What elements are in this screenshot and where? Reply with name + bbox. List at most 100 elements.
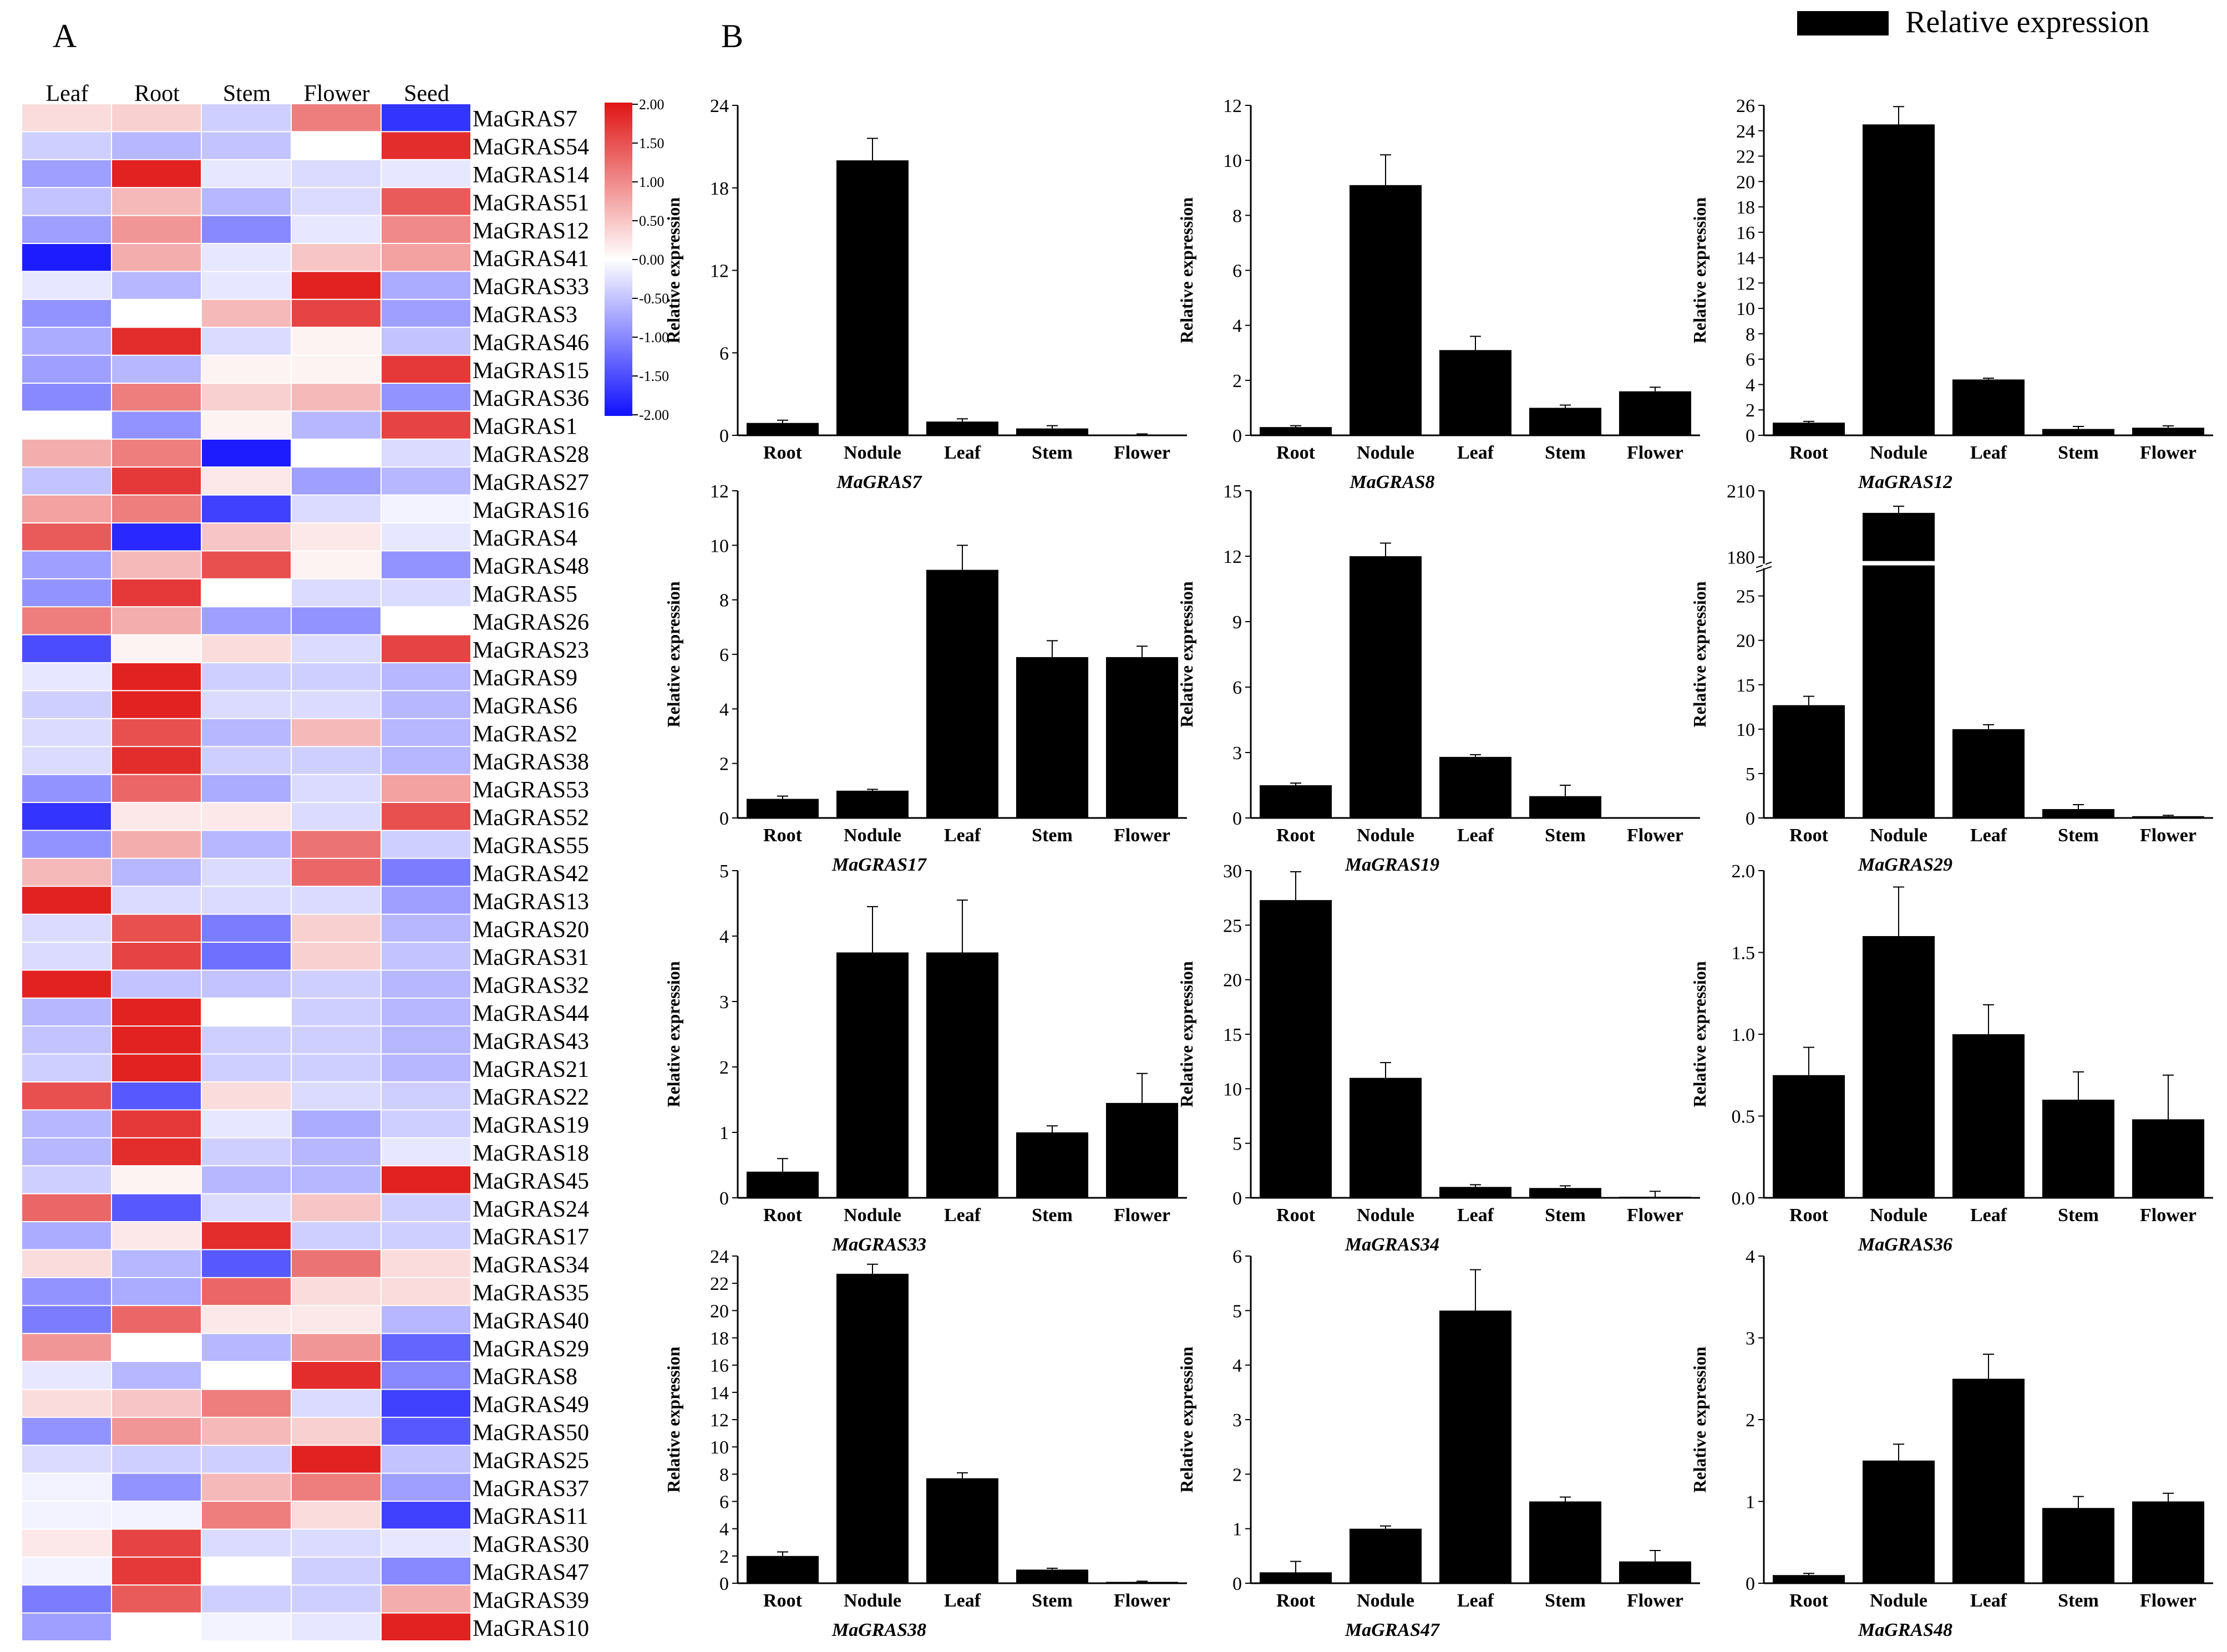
heatmap-cell <box>22 775 111 802</box>
colorbar-tick-label: 0.50 <box>639 213 664 229</box>
heatmap-row-label: MaGRAS42 <box>473 861 589 887</box>
x-tick-label: Nodule <box>844 443 901 463</box>
heatmap-row-label: MaGRAS22 <box>473 1085 589 1110</box>
heatmap-cell <box>112 1306 201 1333</box>
heatmap-cell <box>202 1138 291 1166</box>
bar-chart-magras19: 0 3 6 9 12 15 Relative expression Root Nodule Lea… <box>1176 481 1700 875</box>
x-tick-label: Flower <box>1627 825 1683 846</box>
heatmap-cell <box>292 1082 381 1110</box>
chart-title: MaGRAS7 <box>836 472 922 492</box>
heatmap-row-label: MaGRAS25 <box>473 1448 589 1473</box>
heatmap-cell <box>292 663 381 690</box>
heatmap-cell <box>22 747 111 774</box>
x-tick-label: Root <box>763 825 803 846</box>
heatmap-cell <box>292 1446 381 1473</box>
x-tick-label: Root <box>1276 443 1316 463</box>
heatmap-cell <box>112 1417 201 1445</box>
colorbar-tick-label: -1.50 <box>639 368 669 384</box>
x-tick-label: Flower <box>2140 825 2196 846</box>
bar-chart-magras33: 0 1 2 3 4 5 Relative expression Root Nodule Leaf S… <box>663 861 1187 1255</box>
bar <box>926 570 998 818</box>
heatmap-cell <box>202 1082 291 1110</box>
heatmap-row-label: MaGRAS28 <box>473 442 589 467</box>
heatmap-cell <box>22 272 111 299</box>
x-tick-label: Leaf <box>944 825 981 846</box>
x-tick-label: Stem <box>2058 443 2099 463</box>
y-tick-label: 1.5 <box>1732 943 1756 964</box>
heatmap-cell <box>112 411 201 439</box>
heatmap-cell <box>202 579 291 607</box>
heatmap-cell <box>22 1278 111 1305</box>
heatmap-cell <box>202 803 291 830</box>
heatmap-cell <box>112 719 201 746</box>
y-tick-label: 5 <box>1746 764 1755 785</box>
chart-title: MaGRAS29 <box>1858 855 1952 875</box>
heatmap-cell <box>292 272 381 299</box>
x-tick-label: Flower <box>1114 443 1170 463</box>
heatmap-row-label: MaGRAS43 <box>473 1029 589 1054</box>
bar <box>1952 1034 2025 1198</box>
y-tick-label: 22 <box>710 1274 729 1294</box>
heatmap-cell <box>382 467 470 495</box>
heatmap-row-label: MaGRAS16 <box>473 498 589 523</box>
heatmap-cell <box>292 1110 381 1137</box>
heatmap-cell <box>22 328 111 355</box>
bar <box>2132 1119 2204 1198</box>
x-tick-label: Root <box>1789 443 1829 463</box>
heatmap-cell <box>292 998 381 1026</box>
heatmap-cell <box>382 272 470 299</box>
y-tick-label: 4 <box>719 699 729 720</box>
heatmap-cell <box>292 1557 381 1585</box>
bar-break-gap <box>1861 561 1936 566</box>
bar <box>1016 1569 1088 1583</box>
heatmap-cell <box>292 1054 381 1081</box>
legend-label: Relative expression <box>1905 5 2149 39</box>
heatmap-cell <box>382 775 470 802</box>
heatmap-cell <box>292 551 381 578</box>
heatmap-row-label: MaGRAS47 <box>473 1560 589 1585</box>
y-tick-label: 5 <box>1232 1301 1242 1321</box>
heatmap-cell <box>382 411 470 439</box>
heatmap-cell <box>22 1166 111 1193</box>
heatmap-cell <box>112 1166 201 1193</box>
heatmap-cell <box>202 635 291 662</box>
chart-title: MaGRAS47 <box>1345 1620 1440 1640</box>
heatmap-row-label: MaGRAS34 <box>473 1253 589 1278</box>
heatmap-cell <box>382 1446 470 1473</box>
y-tick-label: 0 <box>1232 809 1242 829</box>
bar <box>1016 428 1088 435</box>
y-tick-label: 4 <box>719 1519 729 1540</box>
y-tick-label: 16 <box>710 1356 729 1376</box>
bar-chart-magras36: 0.0 0.5 1.0 1.5 2.0 Relative expression Root No… <box>1690 861 2213 1255</box>
heatmap-cell <box>292 1194 381 1221</box>
x-tick-label: Stem <box>2058 1590 2099 1611</box>
heatmap-row-label: MaGRAS33 <box>473 275 589 300</box>
heatmap-cell <box>292 1390 381 1417</box>
heatmap-cell <box>112 495 201 522</box>
heatmap-cell <box>202 1417 291 1445</box>
heatmap-cell <box>202 607 291 634</box>
heatmap-cell <box>292 104 381 131</box>
heatmap-cell <box>112 104 201 131</box>
heatmap-row-label: MaGRAS39 <box>473 1588 589 1613</box>
colorbar-tick-label: -2.00 <box>639 407 669 423</box>
heatmap-cell <box>292 1362 381 1389</box>
y-tick-label: 3 <box>1746 1329 1755 1349</box>
heatmap-cell <box>382 495 470 522</box>
y-tick-label: 6 <box>1232 1247 1242 1267</box>
heatmap-cell <box>22 1082 111 1110</box>
heatmap-cell <box>382 858 470 886</box>
x-tick-label: Root <box>1789 825 1829 846</box>
y-axis-label: Relative expression <box>1176 1346 1196 1493</box>
heatmap-cell <box>382 831 470 858</box>
heatmap-cell <box>202 132 291 159</box>
x-tick-label: Nodule <box>1870 443 1927 463</box>
y-tick-label: 2 <box>719 1547 729 1567</box>
heatmap-cell <box>202 523 291 551</box>
bar <box>1952 729 2025 818</box>
heatmap-cell <box>22 495 111 522</box>
heatmap-row-label: MaGRAS53 <box>473 777 589 803</box>
heatmap-cell <box>22 1390 111 1417</box>
chart-title: MaGRAS48 <box>1858 1620 1952 1640</box>
y-tick-label: 4 <box>1232 316 1242 337</box>
